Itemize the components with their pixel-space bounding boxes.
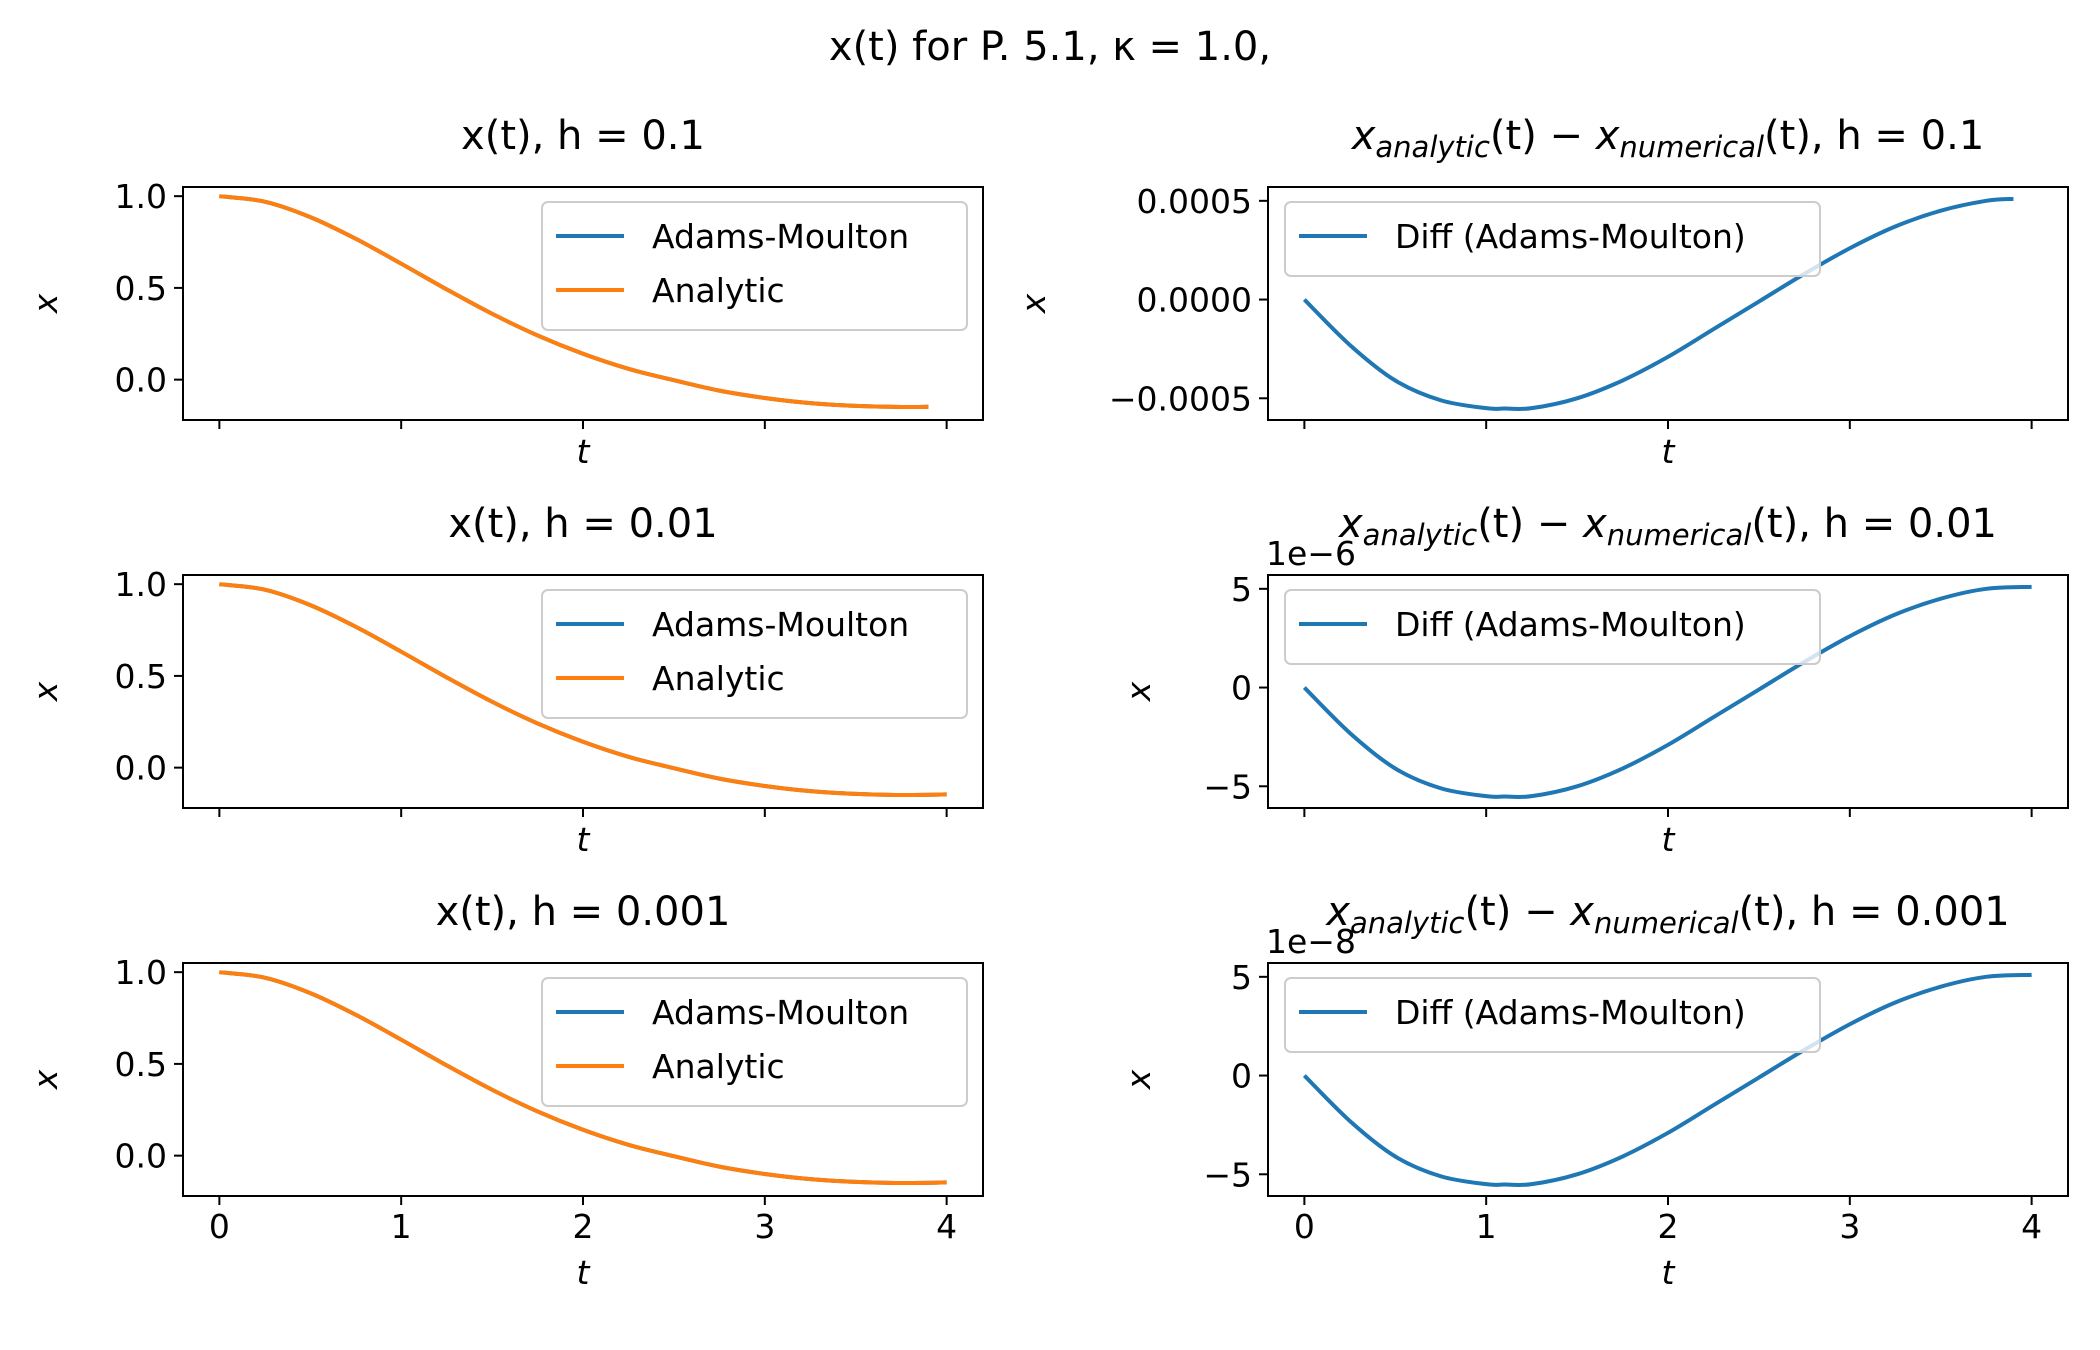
legend-frame	[1284, 589, 1821, 665]
legend-frame	[1284, 977, 1821, 1053]
x-axis-label: t	[577, 432, 591, 471]
y-axis-label: x	[26, 1069, 65, 1090]
subplot-title: x(t), h = 0.1	[461, 113, 705, 159]
y-tick-label: 0.5	[115, 1045, 167, 1084]
y-axis-label: x	[1014, 293, 1053, 314]
y-axis-label: x	[1119, 1069, 1158, 1090]
y-tick-label: −5	[1203, 1155, 1252, 1194]
legend-frame	[1284, 201, 1821, 277]
legend-frame	[541, 201, 968, 331]
y-tick-label: 0.5	[115, 269, 167, 308]
figure-suptitle: x(t) for P. 5.1, κ = 1.0,	[829, 24, 1271, 70]
x-axis-label: t	[577, 820, 591, 859]
x-tick-label: 4	[936, 1207, 957, 1246]
legend: Adams-Moulton Analytic	[541, 201, 968, 331]
y-tick-label: 0.0	[115, 749, 167, 788]
subplot-3: x(t), h = 0.01 1.0 0.5 0.0 t x Adams-Moulton An…	[26, 501, 984, 859]
legend: Diff (Adams-Moulton)	[1284, 201, 1821, 277]
subplot-2: xanalytic(t) − xnumerical(t), h = 0.1 0.0…	[1014, 113, 2069, 471]
legend-label: Diff (Adams-Moulton)	[1395, 605, 1746, 644]
x-tick-label: 4	[2021, 1207, 2042, 1246]
x-tick-label: 0	[209, 1207, 230, 1246]
subplot-5: x(t), h = 0.001 0 1 2 3 4 1.0 0.5 0.0 t x Adams-Mou…	[26, 889, 984, 1292]
subplot-6: xanalytic(t) − xnumerical(t), h = 0.001 0…	[1119, 889, 2069, 1292]
subplot-grid: x(t), h = 0.1 1.0 0.5 0.0 t x Adams-Moulton Ana…	[26, 113, 2069, 1292]
x-tick-label: 3	[1839, 1207, 1860, 1246]
y-axis-label: x	[26, 293, 65, 314]
y-offset-label: 1e−8	[1266, 922, 1356, 961]
y-tick-label: −0.0005	[1109, 379, 1252, 418]
series-line-analytic	[219, 970, 947, 1185]
legend-label: Adams-Moulton	[652, 993, 909, 1032]
series-line-diff-adams-moulton-	[1302, 196, 2014, 412]
x-tick-label: 1	[391, 1207, 412, 1246]
subplot-title: xanalytic(t) − xnumerical(t), h = 0.1	[1350, 113, 1985, 164]
series-group	[1302, 972, 2032, 1188]
y-tick-label: −5	[1203, 767, 1252, 806]
subplot-1: x(t), h = 0.1 1.0 0.5 0.0 t x Adams-Moulton Ana…	[26, 113, 984, 471]
x-axis-label: t	[1662, 820, 1676, 859]
y-tick-label: 5	[1231, 570, 1252, 609]
legend-label: Adams-Moulton	[652, 605, 909, 644]
legend-label: Diff (Adams-Moulton)	[1395, 993, 1746, 1032]
y-tick-label: 0	[1231, 669, 1252, 708]
legend-label: Analytic	[652, 659, 785, 698]
y-tick-label: 0.0	[115, 361, 167, 400]
y-tick-label: 5	[1231, 958, 1252, 997]
series-group	[219, 194, 929, 410]
subplot-title: x(t), h = 0.001	[436, 889, 731, 935]
series-line-analytic	[219, 194, 929, 410]
y-tick-label: 0	[1231, 1057, 1252, 1096]
x-tick-label: 3	[754, 1207, 775, 1246]
legend-label: Analytic	[652, 271, 785, 310]
y-axis-label: x	[1119, 681, 1158, 702]
series-group	[1302, 584, 2032, 800]
legend-label: Adams-Moulton	[652, 217, 909, 256]
series-group	[1302, 196, 2014, 412]
x-axis-label: t	[577, 1253, 591, 1292]
y-tick-label: 0.5	[115, 657, 167, 696]
x-tick-label: 1	[1476, 1207, 1497, 1246]
x-tick-label: 2	[1658, 1207, 1679, 1246]
x-axis-label: t	[1662, 432, 1676, 471]
series-line-analytic	[219, 582, 947, 797]
x-tick-label: 0	[1294, 1207, 1315, 1246]
subplot-title: x(t), h = 0.01	[448, 501, 717, 547]
legend-label: Analytic	[652, 1047, 785, 1086]
x-tick-label: 2	[573, 1207, 594, 1246]
subplot-title: xanalytic(t) − xnumerical(t), h = 0.001	[1324, 889, 2009, 940]
y-tick-label: 1.0	[115, 953, 167, 992]
legend-label: Diff (Adams-Moulton)	[1395, 217, 1746, 256]
legend: Adams-Moulton Analytic	[541, 977, 968, 1107]
y-tick-label: 1.0	[115, 565, 167, 604]
y-tick-label: 0.0005	[1137, 182, 1252, 221]
y-tick-label: 0.0	[115, 1137, 167, 1176]
subplot-title: xanalytic(t) − xnumerical(t), h = 0.01	[1337, 501, 1997, 552]
y-tick-label: 0.0000	[1137, 281, 1252, 320]
legend-frame	[541, 589, 968, 719]
legend: Adams-Moulton Analytic	[541, 589, 968, 719]
x-axis-label: t	[1662, 1253, 1676, 1292]
y-offset-label: 1e−6	[1266, 534, 1356, 573]
legend-frame	[541, 977, 968, 1107]
y-axis-label: x	[26, 681, 65, 702]
series-group	[219, 582, 947, 797]
legend: Diff (Adams-Moulton)	[1284, 589, 1821, 665]
series-group	[219, 970, 947, 1185]
subplot-4: xanalytic(t) − xnumerical(t), h = 0.01 5 0…	[1119, 501, 2069, 859]
series-line-diff-adams-moulton-	[1302, 584, 2032, 800]
series-line-diff-adams-moulton-	[1302, 972, 2032, 1188]
legend: Diff (Adams-Moulton)	[1284, 977, 1821, 1053]
y-tick-label: 1.0	[115, 177, 167, 216]
